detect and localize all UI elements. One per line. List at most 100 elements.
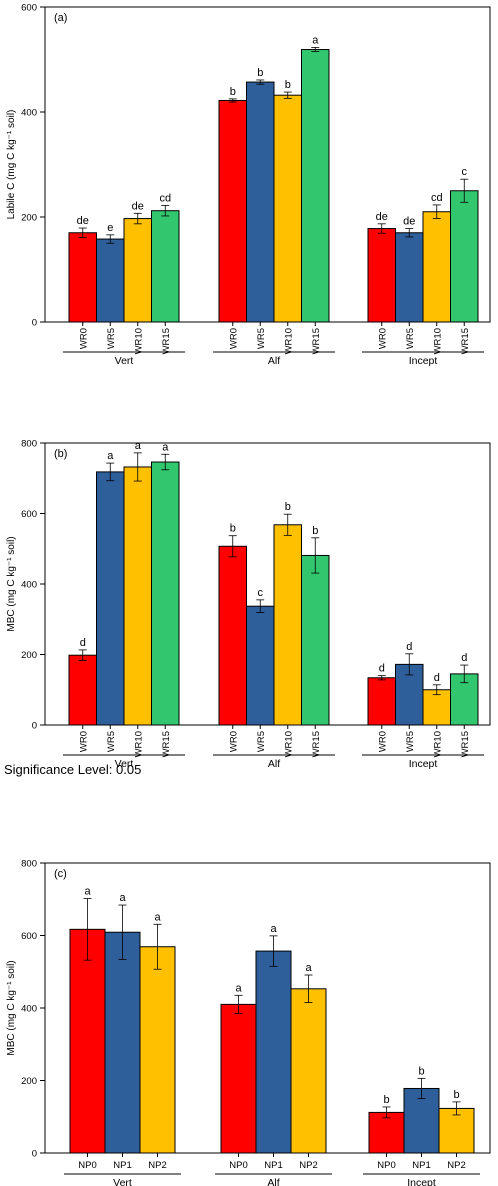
significance-letter: b	[230, 523, 236, 535]
bar	[218, 545, 247, 726]
group-label: Alf	[268, 758, 280, 770]
bar	[367, 677, 396, 726]
bar	[220, 1003, 257, 1154]
x-tick-label: NP1	[412, 1160, 430, 1171]
y-tick-label: 600	[21, 931, 37, 942]
group-label: Incept	[409, 758, 438, 770]
x-tick-label: NP0	[377, 1160, 395, 1171]
x-tick-label: NP2	[299, 1160, 317, 1171]
significance-letter: a	[135, 440, 142, 452]
bar	[68, 654, 97, 726]
bar	[151, 461, 180, 726]
bar	[301, 554, 330, 726]
significance-letter: a	[119, 892, 126, 904]
y-tick-label: 200	[21, 650, 37, 661]
significance-letter: c	[462, 166, 468, 178]
significance-letter: a	[154, 911, 161, 923]
bar	[273, 524, 302, 726]
x-tick-label: WR10	[432, 328, 443, 354]
group-label: Vert	[115, 758, 134, 770]
significance-letter: d	[461, 652, 467, 664]
y-tick-label: 200	[21, 1076, 37, 1087]
significance-letter: c	[258, 587, 264, 599]
x-tick-label: WR5	[106, 731, 117, 752]
x-tick-label: WR10	[432, 731, 443, 757]
bar	[96, 471, 125, 726]
panel-label: (a)	[54, 12, 67, 24]
x-tick-label: WR10	[133, 731, 144, 757]
y-tick-label: 400	[21, 580, 37, 591]
y-tick-label: 0	[32, 1149, 37, 1160]
x-tick-label: WR5	[106, 328, 117, 349]
bar	[450, 190, 479, 323]
x-tick-label: NP1	[264, 1160, 282, 1171]
bar	[151, 210, 180, 323]
bar	[301, 49, 330, 323]
y-tick-label: 400	[21, 108, 37, 119]
significance-letter: a	[235, 982, 242, 994]
significance-letter: a	[84, 886, 91, 898]
significance-letter: cd	[431, 192, 443, 204]
significance-letter: b	[453, 1089, 459, 1101]
x-tick-label: WR0	[78, 328, 89, 349]
bar	[290, 988, 327, 1154]
bar	[367, 228, 396, 323]
significance-letter: d	[406, 641, 412, 653]
y-tick-label: 400	[21, 1004, 37, 1015]
x-tick-label: WR15	[460, 328, 471, 354]
x-tick-label: WR15	[311, 731, 322, 757]
bar	[368, 1111, 405, 1154]
significance-letter: a	[162, 441, 169, 453]
significance-letter: b	[230, 86, 236, 98]
bar	[246, 605, 275, 726]
x-tick-label: WR5	[405, 328, 416, 349]
x-tick-label: NP0	[229, 1160, 247, 1171]
x-tick-label: WR0	[78, 731, 89, 752]
bar	[68, 232, 97, 323]
y-axis-label: MBC (mg C kg⁻¹ soil)	[6, 536, 17, 631]
y-axis-label: Labile C (mg C kg⁻¹ soil)	[6, 110, 17, 220]
bar	[96, 238, 125, 323]
x-tick-label: WR0	[228, 731, 239, 752]
significance-letter: de	[77, 215, 89, 227]
y-tick-label: 200	[21, 213, 37, 224]
bar	[104, 931, 141, 1154]
x-tick-label: WR10	[283, 731, 294, 757]
significance-letter: d	[80, 637, 86, 649]
significance-letter: a	[107, 450, 114, 462]
y-tick-label: 0	[32, 721, 37, 732]
significance-letter: d	[379, 663, 385, 675]
bar	[395, 232, 424, 323]
significance-letter: cd	[159, 192, 171, 204]
bar	[255, 950, 292, 1154]
y-axis-label: MBC (mg C kg⁻¹ soil)	[6, 960, 17, 1055]
y-tick-label: 600	[21, 509, 37, 520]
bar	[246, 81, 275, 323]
bar	[123, 466, 152, 726]
bar	[422, 211, 451, 323]
significance-letter: b	[285, 79, 291, 91]
group-label: Incept	[409, 355, 438, 367]
y-tick-label: 800	[21, 859, 37, 870]
group-label: Vert	[113, 1177, 132, 1186]
x-tick-label: WR10	[283, 328, 294, 354]
bar	[218, 99, 247, 323]
bar	[123, 218, 152, 323]
bar	[273, 94, 302, 323]
x-tick-label: WR10	[133, 328, 144, 354]
y-tick-label: 0	[32, 318, 37, 329]
x-tick-label: WR0	[377, 328, 388, 349]
group-label: Incept	[407, 1177, 436, 1186]
significance-note: Significance Level: 0.05	[4, 762, 142, 777]
x-tick-label: NP2	[148, 1160, 166, 1171]
significance-letter: de	[376, 211, 388, 223]
significance-letter: e	[107, 222, 113, 234]
significance-letter: de	[132, 200, 144, 212]
x-tick-label: WR5	[256, 328, 267, 349]
bar	[69, 928, 106, 1154]
significance-letter: b	[312, 525, 318, 537]
y-tick-label: 600	[21, 3, 37, 14]
significance-letter: b	[285, 501, 291, 513]
x-tick-label: WR15	[161, 731, 172, 757]
